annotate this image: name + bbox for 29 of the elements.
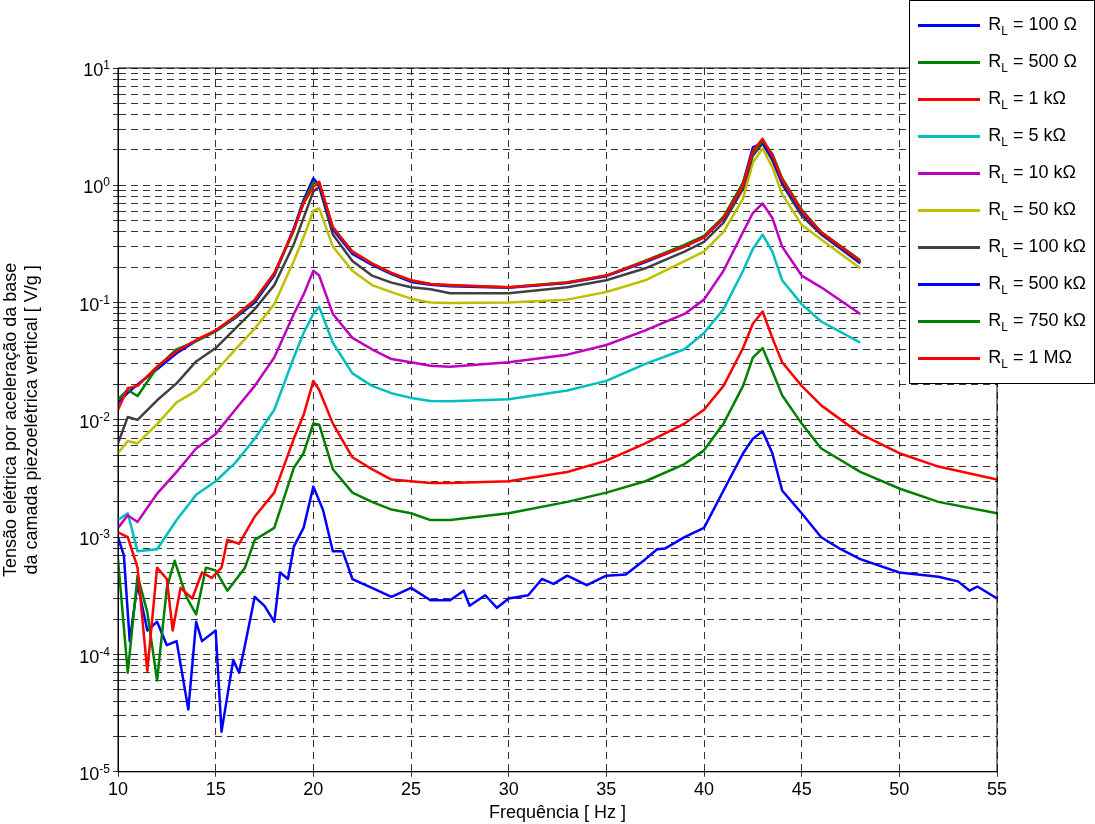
legend-label: R$_{L}$ = 750 kΩ <box>988 309 1086 334</box>
x-tick-label: 30 <box>498 778 519 799</box>
y-tick-label: 10$^{-2}$ <box>78 408 110 432</box>
y-tick-label: 10$^{0}$ <box>82 174 110 198</box>
x-tick-label: 50 <box>889 778 910 799</box>
x-tick-label: 35 <box>596 778 617 799</box>
x-tick-label: 20 <box>303 778 324 799</box>
x-tick-label: 45 <box>791 778 812 799</box>
y-axis-title: Tensão elétrica por aceleração da base da camada piezoelétrica vertical [ V/g ] <box>0 262 42 577</box>
legend-label: R$_{L}$ = 1 kΩ <box>988 87 1066 112</box>
x-tick-label: 15 <box>205 778 226 799</box>
legend-label: R$_{L}$ = 50 kΩ <box>988 198 1076 223</box>
y-tick-label: 10$^{-3}$ <box>78 526 110 550</box>
x-axis-title: Frequência [ Hz ] <box>488 802 627 823</box>
legend-label: R$_{L}$ = 1 MΩ <box>988 346 1072 371</box>
legend-label: R$_{L}$ = 500 Ω <box>988 50 1077 75</box>
y-tick-label: 10$^{-1}$ <box>78 291 110 315</box>
x-tick-label: 25 <box>400 778 422 799</box>
x-tick-label: 40 <box>693 778 715 799</box>
legend-label: R$_{L}$ = 5 kΩ <box>988 124 1066 149</box>
y-tick-label: 10$^{1}$ <box>82 57 110 80</box>
y-tick-label: 10$^{-5}$ <box>79 761 110 784</box>
legend-label: R$_{L}$ = 10 kΩ <box>988 161 1076 186</box>
y-tick-label: 10$^{-4}$ <box>78 643 110 667</box>
legend-label: R$_{L}$ = 100 kΩ <box>988 235 1086 260</box>
legend-label: R$_{L}$ = 500 kΩ <box>988 272 1086 297</box>
x-tick-label: 55 <box>986 778 1008 799</box>
x-tick-label: 10 <box>107 778 129 799</box>
legend-label: R$_{L}$ = 100 Ω <box>988 13 1077 38</box>
